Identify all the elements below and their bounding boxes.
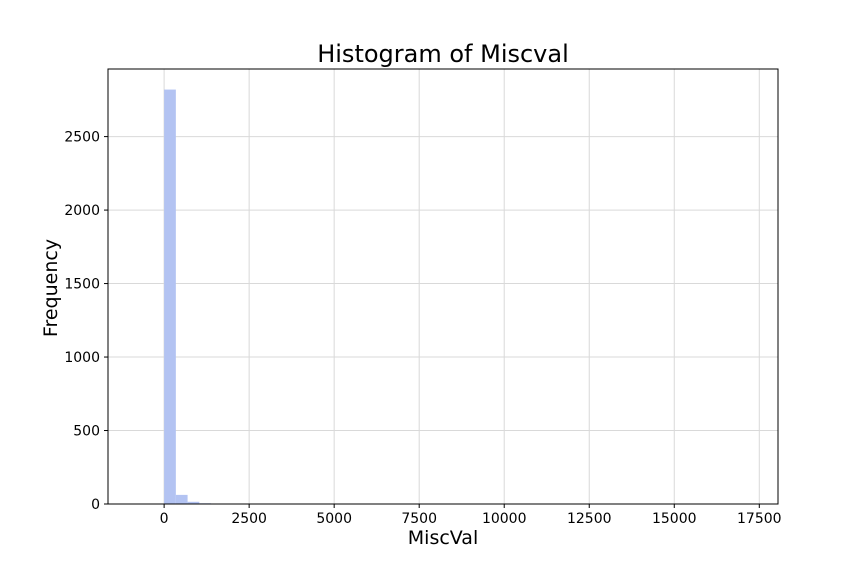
histogram-bar xyxy=(175,494,188,504)
y-tick-label: 2500 xyxy=(64,130,100,146)
histogram-bar xyxy=(187,501,200,504)
x-tick-label: 5000 xyxy=(316,511,352,527)
x-axis-ticks: 0 2500 5000 7500 10000 12500 15000 17500 xyxy=(160,504,782,527)
x-tick-label: 15000 xyxy=(652,511,697,527)
x-tick-label: 10000 xyxy=(482,511,527,527)
y-axis-ticks: 0 500 1000 1500 2000 2500 xyxy=(64,130,108,513)
plot-frame xyxy=(107,68,779,505)
y-tick-label: 0 xyxy=(91,497,100,513)
y-tick-label: 2000 xyxy=(64,203,100,219)
y-tick-label: 1000 xyxy=(64,350,100,366)
histogram-bar xyxy=(164,89,176,504)
x-tick-label: 12500 xyxy=(567,511,612,527)
chart-title: Histogram of Miscval xyxy=(317,40,569,68)
histogram-bars xyxy=(164,89,755,504)
x-axis-title: MiscVal xyxy=(408,527,478,549)
y-tick-label: 1500 xyxy=(64,277,100,293)
x-tick-label: 0 xyxy=(160,511,169,527)
x-tick-label: 17500 xyxy=(737,511,782,527)
y-tick-label: 500 xyxy=(73,424,100,440)
x-tick-label: 2500 xyxy=(231,511,267,527)
x-tick-label: 7500 xyxy=(401,511,437,527)
y-axis-title: Frequency xyxy=(40,239,62,337)
grid-lines xyxy=(108,69,778,505)
